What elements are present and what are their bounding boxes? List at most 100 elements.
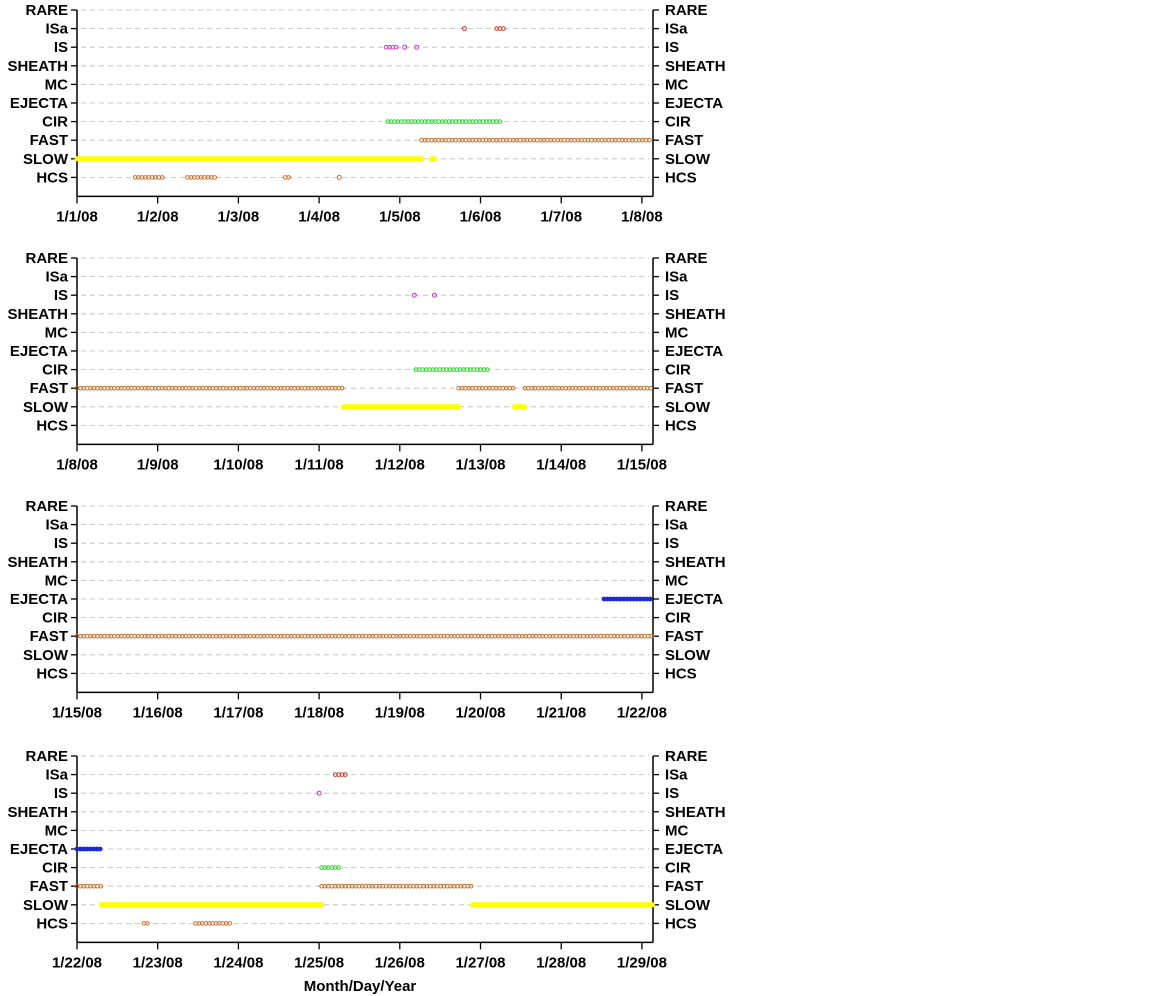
y-tick-label-left: HCS [36, 915, 68, 932]
data-is-interval [414, 44, 420, 50]
y-tick-label-left: ISa [45, 21, 68, 38]
data-point [631, 596, 637, 602]
y-tick-label-right: IS [665, 287, 679, 304]
y-tick-label-left: SHEATH [7, 804, 68, 821]
y-tick-label-right: FAST [665, 878, 703, 895]
data-point [618, 596, 623, 602]
y-tick-label-right: CIR [665, 860, 691, 877]
y-tick-label-right: SLOW [665, 897, 711, 914]
y-tick-label-left: CIR [42, 860, 68, 877]
y-tick-label-right: MC [665, 324, 688, 341]
y-tick-label-left: HCS [36, 417, 68, 434]
x-tick-label: 1/3/08 [218, 208, 260, 225]
data-is-interval [402, 44, 408, 50]
x-tick-label: 1/10/08 [213, 456, 263, 473]
data-point [647, 596, 653, 602]
y-tick-label-left: SHEATH [7, 58, 68, 75]
x-tick-label: 1/24/08 [213, 954, 263, 971]
y-tick-label-left: MC [45, 822, 68, 839]
data-point [501, 26, 506, 31]
y-tick-label-left: FAST [30, 878, 68, 895]
y-tick-label-right: EJECTA [665, 841, 723, 858]
data-ejecta-interval [74, 846, 103, 852]
x-tick-label: 1/7/08 [540, 208, 582, 225]
data-point [97, 846, 103, 852]
y-tick-label-right: IS [665, 535, 679, 552]
y-tick-label-right: ISa [665, 517, 688, 534]
y-tick-label-right: RARE [665, 748, 708, 765]
data-point [621, 596, 627, 602]
y-tick-label-left: RARE [25, 748, 68, 765]
data-hcs-interval [282, 175, 291, 180]
data-point [98, 883, 104, 889]
y-tick-label-right: CIR [665, 362, 691, 379]
y-tick-label-right: EJECTA [665, 343, 723, 360]
y-tick-label-left: MC [45, 76, 68, 93]
data-hcs-interval [141, 921, 150, 926]
y-tick-label-right: IS [665, 39, 679, 56]
data-point [611, 596, 617, 602]
data-hcs-interval [336, 174, 342, 180]
x-tick-label: 1/13/08 [455, 456, 505, 473]
y-tick-label-right: SHEATH [665, 58, 726, 75]
data-point [624, 596, 630, 602]
y-tick-label-right: RARE [665, 498, 708, 515]
x-tick-label: 1/27/08 [455, 954, 505, 971]
data-ejecta-interval [601, 596, 653, 602]
y-tick-label-right: SLOW [665, 399, 711, 416]
data-isa-interval [461, 26, 467, 32]
x-tick-label: 1/8/08 [56, 456, 98, 473]
data-point [649, 633, 654, 639]
y-tick-label-left: IS [54, 535, 68, 552]
y-tick-label-left: HCS [36, 665, 68, 682]
y-tick-label-left: ISa [45, 767, 68, 784]
data-point [286, 175, 291, 180]
y-tick-label-left: IS [54, 287, 68, 304]
data-is-interval [432, 292, 438, 298]
data-point [601, 596, 607, 602]
data-point [497, 119, 503, 124]
y-tick-label-right: IS [665, 785, 679, 802]
data-fast-interval [319, 883, 474, 889]
data-point [91, 846, 96, 852]
y-tick-label-right: MC [665, 76, 688, 93]
data-is-interval [383, 44, 399, 50]
x-tick-label: 1/14/08 [536, 456, 586, 473]
y-tick-label-right: HCS [665, 915, 697, 932]
data-point [608, 596, 613, 602]
y-tick-label-right: CIR [665, 114, 691, 131]
data-point [94, 846, 100, 852]
y-tick-label-right: RARE [665, 2, 708, 19]
data-point [402, 44, 408, 50]
data-fast-interval [419, 137, 652, 143]
data-point [432, 292, 438, 298]
y-tick-label-right: ISa [665, 269, 688, 286]
data-point [644, 596, 650, 602]
data-point [87, 846, 93, 852]
y-tick-label-left: RARE [25, 498, 68, 515]
y-tick-label-left: CIR [42, 362, 68, 379]
data-cir-interval [385, 119, 503, 124]
y-tick-label-left: SLOW [23, 647, 69, 664]
x-tick-label: 1/11/08 [294, 456, 343, 473]
x-tick-label: 1/29/08 [617, 954, 667, 971]
y-tick-label-left: SLOW [23, 151, 69, 168]
y-tick-label-left: SLOW [23, 399, 69, 416]
data-point [339, 385, 345, 391]
y-tick-label-left: FAST [30, 132, 68, 149]
x-tick-label: 1/16/08 [133, 704, 183, 721]
y-tick-label-right: EJECTA [665, 591, 723, 608]
y-tick-label-left: ISa [45, 269, 68, 286]
x-tick-label: 1/2/08 [137, 208, 179, 225]
x-tick-label: 1/26/08 [375, 954, 425, 971]
y-tick-label-right: ISa [665, 21, 688, 38]
data-point [637, 596, 643, 602]
x-tick-label: 1/4/08 [298, 208, 340, 225]
y-tick-label-right: HCS [665, 665, 697, 682]
data-isa-interval [494, 26, 506, 31]
data-is-interval [316, 790, 322, 796]
data-hcs-interval [132, 175, 165, 180]
data-point [634, 596, 640, 602]
